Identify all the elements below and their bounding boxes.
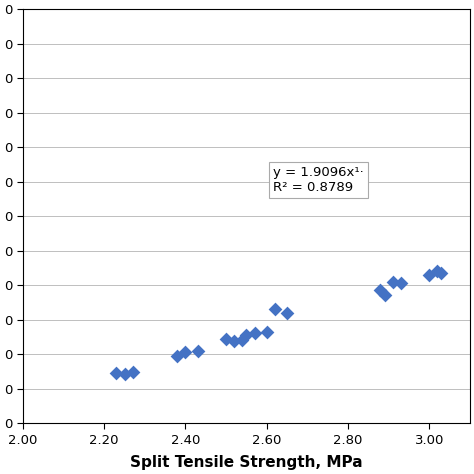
Point: [434, 267, 441, 275]
Point: [389, 278, 396, 285]
Point: [121, 370, 128, 378]
Point: [222, 335, 230, 342]
Point: [251, 329, 258, 337]
X-axis label: Split Tensile Strength, MPa: Split Tensile Strength, MPa: [130, 455, 363, 470]
Point: [381, 292, 388, 299]
Point: [238, 337, 246, 344]
Point: [377, 286, 384, 294]
Point: [263, 328, 271, 336]
Point: [438, 269, 445, 277]
Point: [283, 309, 291, 317]
Point: [426, 271, 433, 279]
Point: [397, 280, 405, 287]
Point: [271, 305, 279, 313]
Point: [194, 347, 201, 355]
Point: [129, 368, 137, 376]
Point: [182, 348, 189, 356]
Point: [230, 337, 238, 345]
Point: [243, 331, 250, 339]
Text: y = 1.9096x¹·
R² = 0.8789: y = 1.9096x¹· R² = 0.8789: [273, 166, 364, 194]
Point: [113, 369, 120, 377]
Point: [173, 352, 181, 360]
